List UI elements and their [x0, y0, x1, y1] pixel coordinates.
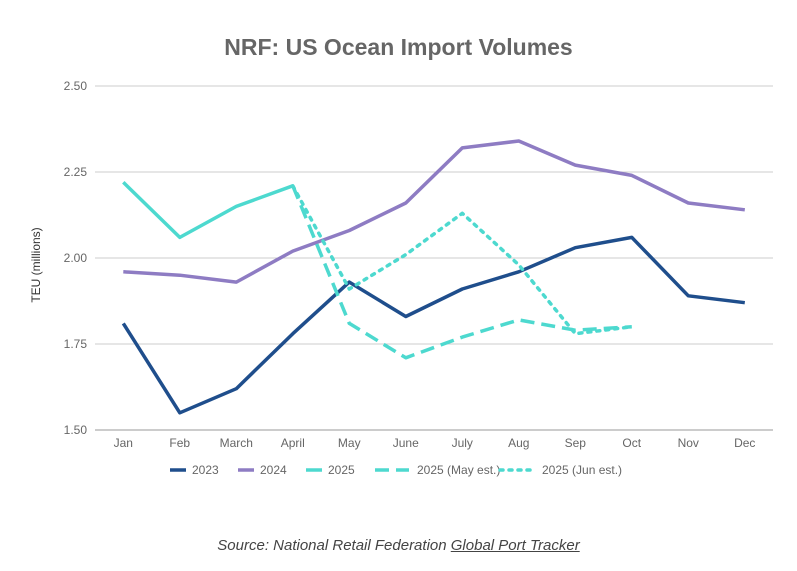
x-tick-label: Nov	[678, 436, 699, 450]
y-tick-label: 1.75	[64, 337, 88, 351]
source-prefix: Source: National Retail Federation	[217, 537, 451, 554]
legend: 2023 2024 2025 2025 (May est.) 2025 (Jun est…	[170, 463, 622, 477]
y-tick-label: 2.50	[64, 79, 88, 93]
x-tick-label: Sep	[565, 436, 587, 450]
y-axis-ticks: 1.50 1.75 2.00 2.25 2.50	[64, 79, 88, 437]
x-tick-label: March	[220, 436, 253, 450]
legend-label: 2024	[260, 463, 287, 477]
series-lines	[121, 139, 746, 415]
x-axis-ticks: Jan Feb March April May June July Aug Sep Oct Nov D…	[114, 436, 756, 450]
line-chart: 1.50 1.75 2.00 2.25 2.50 Jan Feb March April May…	[29, 79, 773, 477]
chart-title: NRF: US Ocean Import Volumes	[224, 34, 573, 60]
legend-label: 2025 (May est.)	[417, 463, 500, 477]
y-tick-label: 2.00	[64, 251, 88, 265]
x-tick-label: Dec	[734, 436, 755, 450]
series-line-1	[123, 139, 746, 284]
y-axis-label: TEU (millions)	[29, 227, 43, 302]
global-port-tracker-link[interactable]: Global Port Tracker	[450, 537, 580, 554]
y-tick-label: 2.25	[64, 165, 88, 179]
legend-label: 2025	[328, 463, 355, 477]
x-tick-label: Feb	[169, 436, 190, 450]
legend-label: 2023	[192, 463, 219, 477]
x-tick-label: July	[452, 436, 473, 450]
source-note: Source: National Retail Federation Globa…	[0, 537, 797, 554]
series-line-0	[121, 235, 746, 415]
x-tick-label: April	[281, 436, 305, 450]
x-tick-label: Jan	[114, 436, 133, 450]
x-tick-label: June	[393, 436, 419, 450]
series-line-3	[291, 185, 632, 360]
x-tick-label: Oct	[622, 436, 641, 450]
legend-label: 2025 (Jun est.)	[542, 463, 622, 477]
gridlines	[95, 85, 773, 431]
series-line-2	[122, 181, 294, 240]
x-tick-label: Aug	[508, 436, 529, 450]
y-tick-label: 1.50	[64, 423, 88, 437]
x-tick-label: May	[338, 436, 361, 450]
series-line-4	[291, 184, 634, 336]
